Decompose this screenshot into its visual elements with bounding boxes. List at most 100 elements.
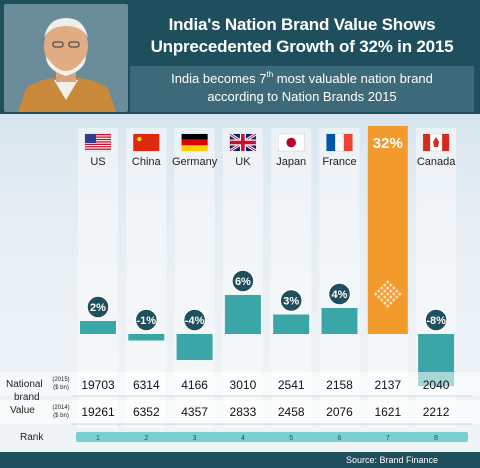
us-flag-stripe: [85, 134, 111, 136]
growth-label: 32%: [373, 135, 403, 152]
source-bar: [0, 452, 480, 468]
source-note: Source: Brand Finance: [345, 455, 438, 465]
growth-label: -8%: [426, 315, 446, 327]
india-bar-pattern: [376, 295, 381, 299]
row-label-brand: brand: [14, 392, 40, 403]
value-2014-cell: 1621: [374, 405, 401, 419]
value-2015-cell: 19703: [81, 378, 115, 392]
subtitle: India becomes 7th most valuable nation b…: [130, 70, 474, 106]
us-flag-stripe: [85, 146, 111, 148]
growth-label: -4%: [185, 315, 205, 327]
growth-badge: [231, 269, 255, 293]
india-bar-pattern: [385, 304, 390, 308]
growth-label: 2%: [90, 302, 106, 314]
country-label: Germany: [172, 156, 218, 168]
us-flag-stripe: [85, 143, 111, 146]
india-bar-pattern: [394, 295, 399, 299]
india-bar-pattern: [388, 295, 393, 299]
india-bar-pattern: [388, 289, 393, 293]
rank-cell: 6: [338, 435, 342, 442]
growth-badge: [279, 288, 303, 313]
value-2015-cell: 4166: [181, 378, 208, 392]
rank-cell: 5: [289, 435, 293, 442]
country-label: France: [322, 156, 356, 168]
title-line-2: Unprecedented Growth of 32% in 2015: [150, 37, 454, 56]
country-label: China: [132, 156, 162, 168]
value-2015-cell: 2541: [278, 378, 305, 392]
india-bar-pattern: [388, 283, 393, 287]
india-bar-pattern: [385, 280, 390, 284]
subtitle-panel: [130, 66, 474, 112]
growth-bar: [321, 308, 358, 334]
india-bar-pattern: [385, 292, 390, 296]
growth-bar: [80, 321, 116, 334]
uk-flag-red-h: [229, 140, 256, 145]
row-label-value: Value: [10, 405, 35, 416]
value-2014-cell: 19261: [81, 405, 115, 419]
us-flag-canton: [85, 134, 96, 143]
value-2015-cell: 2137: [374, 378, 401, 392]
country-label: Japan: [276, 156, 306, 168]
india-bar-pattern: [379, 292, 384, 296]
canada-flag-right: [442, 134, 450, 151]
india-bar-pattern: [394, 289, 399, 293]
value-2014-cell: 4357: [181, 405, 208, 419]
japan-flag-sun: [286, 137, 297, 148]
growth-badge: [424, 308, 448, 332]
country-label: Canada: [417, 156, 456, 168]
growth-bar: [273, 314, 310, 334]
row-2014-band: [0, 400, 480, 424]
value-2014-cell: 2833: [230, 405, 257, 419]
growth-badge: [134, 308, 159, 332]
growth-label: 6%: [235, 276, 251, 288]
china-flag-star: [137, 136, 142, 142]
us-flag-stripe: [85, 138, 111, 141]
india-bar-pattern: [385, 286, 390, 290]
growth-badge: [182, 308, 207, 332]
unit-label: ($ bn): [53, 413, 69, 419]
growth-badge: [371, 127, 404, 159]
india-bar-pattern: [376, 289, 381, 293]
subtitle-line-2: according to Nation Brands 2015: [207, 89, 397, 104]
india-bar-pattern: [379, 286, 384, 290]
india-bar-pattern: [385, 298, 390, 302]
value-2015-cell: 2040: [423, 378, 450, 392]
india-bar-pattern: [391, 286, 396, 290]
year-2014-label: (2014): [52, 405, 69, 411]
value-2015-cell: 2158: [326, 378, 353, 392]
rank-cell: 8: [434, 435, 438, 442]
us-flag-stripe: [85, 141, 111, 143]
india-bar-pattern: [391, 292, 396, 296]
row-label-national: National: [6, 379, 43, 390]
india-bar-pattern: [391, 298, 396, 302]
growth-label: 4%: [332, 289, 348, 301]
value-2014-cell: 2212: [423, 405, 450, 419]
value-2014-cell: 2458: [278, 405, 305, 419]
country-label: UK: [235, 156, 251, 168]
rank-row-label: Rank: [20, 432, 44, 443]
subtitle-text-end: most valuable nation brand: [273, 71, 433, 86]
value-2015-cell: 6314: [133, 378, 160, 392]
growth-bar: [224, 295, 261, 334]
row-2015-band: [0, 372, 480, 396]
india-bar-pattern: [382, 295, 387, 299]
india-bar-pattern: [379, 298, 384, 302]
value-2014-cell: 6352: [133, 405, 160, 419]
rank-cell: 7: [386, 435, 390, 442]
rank-cell: 1: [96, 435, 100, 442]
unit-label: ($ bn): [53, 385, 69, 391]
growth-badge: [327, 282, 352, 306]
germany-flag-red: [181, 139, 208, 146]
chart-title: India's Nation Brand Value Shows Unprece…: [132, 14, 472, 58]
subtitle-line-1: India becomes 7th most valuable nation b…: [130, 70, 474, 88]
rank-cell: 4: [241, 435, 245, 442]
china-flag-field: [133, 134, 160, 151]
canada-flag-left: [423, 134, 431, 151]
india-bar-pattern: [382, 289, 387, 293]
growth-badge: [86, 295, 110, 319]
india-bar-pattern: [397, 292, 402, 296]
rank-bar: [76, 432, 468, 442]
canada-flag-leaf: [433, 137, 440, 147]
